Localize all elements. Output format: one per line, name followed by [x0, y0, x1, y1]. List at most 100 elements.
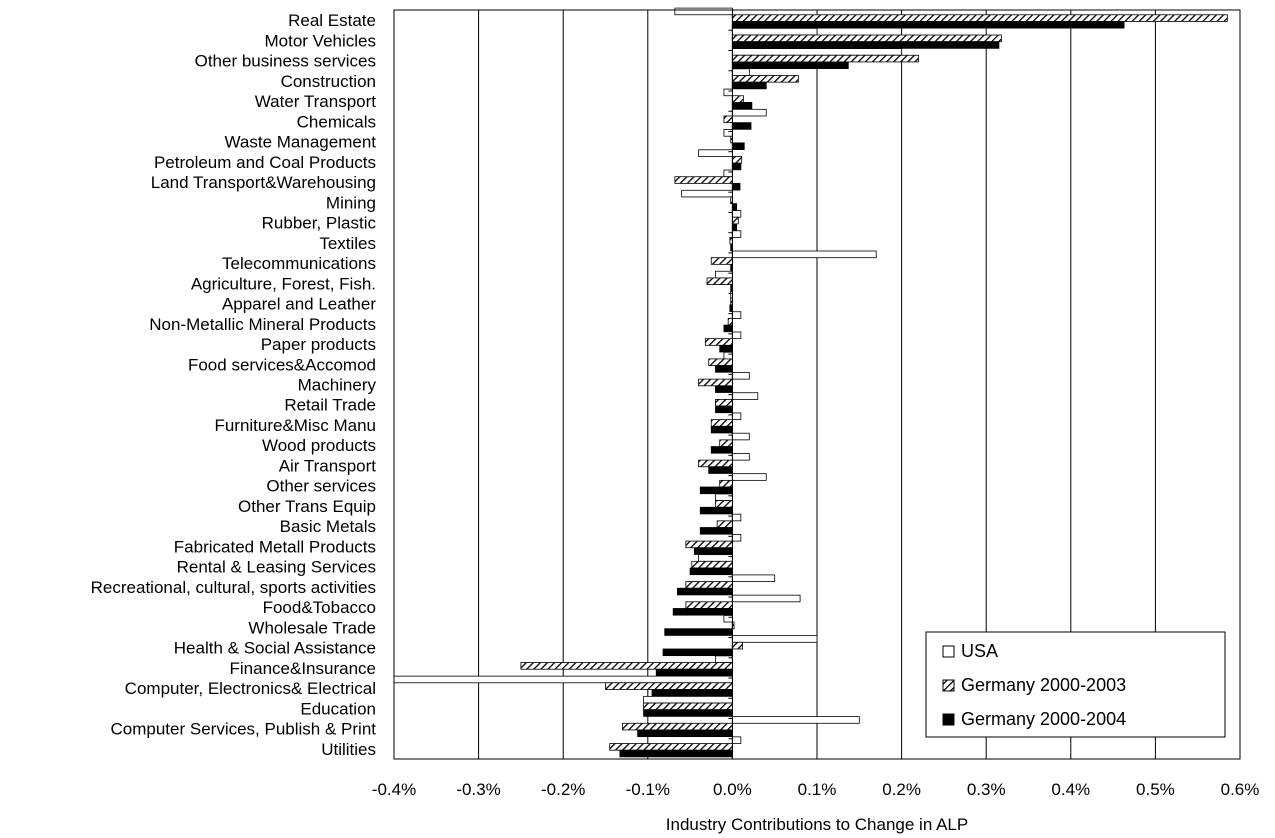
- bar-usa: [681, 189, 733, 198]
- bar-germany-2000-2004: [732, 142, 745, 150]
- bar-usa: [732, 108, 767, 117]
- bar-germany-2000-2004: [664, 628, 733, 636]
- x-tick-label: -0.1%: [626, 780, 670, 799]
- x-tick-labels: -0.4% -0.3% -0.2% -0.1% 0.0% 0.1% 0.2% 0.3% 0.4%…: [372, 780, 1260, 799]
- bar-germany-2000-2004: [732, 122, 752, 130]
- x-tick-label: 0.0%: [713, 780, 752, 799]
- bar-germany-2000-2003: [622, 722, 733, 731]
- category-label: Wood products: [262, 436, 376, 455]
- bar-usa: [732, 453, 750, 461]
- category-label: Land Transport&Warehousing: [151, 173, 376, 192]
- bar-germany-2000-2003: [732, 34, 1002, 43]
- category-label: Telecommunications: [222, 254, 376, 273]
- bar-usa: [674, 7, 733, 16]
- bar-usa: [732, 230, 742, 238]
- bar-germany-2000-2004: [715, 385, 733, 393]
- bar-germany-2000-2004: [677, 587, 733, 596]
- bar-germany-2000-2004: [699, 527, 733, 535]
- bar-usa: [643, 695, 733, 704]
- bar-germany-2000-2004: [732, 182, 741, 191]
- bar-germany-2000-2003: [643, 702, 733, 711]
- legend-label-usa: USA: [961, 641, 998, 661]
- bar-germany-2000-2003: [685, 581, 733, 589]
- x-tick-label: -0.2%: [541, 780, 585, 799]
- bar-germany-2000-2004: [715, 405, 733, 414]
- bar-germany-2000-2004: [732, 21, 1125, 29]
- bar-germany-2000-2003: [732, 95, 744, 103]
- bar-germany-2000-2003: [727, 318, 733, 326]
- bar-germany-2000-2003: [715, 500, 733, 508]
- category-label: Chemicals: [297, 112, 376, 131]
- category-label: Real Estate: [288, 11, 376, 30]
- bar-germany-2000-2004: [715, 365, 733, 373]
- bar-germany-2000-2004: [619, 749, 733, 758]
- bar-germany-2000-2004: [689, 567, 733, 576]
- bar-usa: [732, 574, 776, 582]
- bar-germany-2000-2004: [710, 425, 733, 434]
- bar-usa: [723, 88, 733, 97]
- category-label: Air Transport: [279, 456, 377, 475]
- x-tick-label: 0.2%: [882, 780, 921, 799]
- bar-germany-2000-2003: [708, 358, 733, 366]
- bar-germany-2000-2003: [732, 14, 1228, 22]
- bar-usa: [723, 351, 733, 360]
- bar-germany-2000-2004: [723, 324, 733, 333]
- x-tick-label: 0.1%: [798, 780, 837, 799]
- bar-germany-2000-2003: [605, 682, 733, 690]
- category-label: Petroleum and Coal Products: [154, 153, 376, 172]
- category-label: Education: [300, 699, 376, 718]
- category-label: Other Trans Equip: [238, 497, 376, 516]
- bar-germany-2000-2004: [693, 547, 733, 555]
- bar-usa: [732, 331, 742, 340]
- x-axis-title: Industry Contributions to Change in ALP: [666, 815, 968, 834]
- legend-swatch-germany-2004: [942, 713, 955, 726]
- bar-usa: [698, 149, 733, 157]
- bar-germany-2000-2003: [732, 641, 743, 650]
- bar-germany-2000-2004: [672, 608, 733, 616]
- category-label: Paper products: [261, 335, 376, 354]
- category-label: Machinery: [298, 376, 377, 395]
- bar-germany-2000-2004: [732, 162, 742, 171]
- bar-germany-2000-2004: [699, 506, 733, 515]
- bar-usa: [732, 432, 750, 441]
- bar-germany-2000-2003: [706, 277, 733, 285]
- category-label: Fabricated Metall Products: [174, 537, 376, 556]
- plot-frame: [393, 9, 1241, 760]
- bar-germany-2000-2003: [732, 216, 739, 225]
- x-tick-label: 0.4%: [1051, 780, 1090, 799]
- x-tick-label: -0.4%: [372, 780, 416, 799]
- category-label: Basic Metals: [280, 517, 376, 536]
- category-label: Other services: [266, 477, 376, 496]
- bar-germany-2000-2003: [674, 176, 733, 184]
- category-label: Furniture&Misc Manu: [214, 416, 376, 435]
- bar-usa: [732, 716, 860, 724]
- bar-germany-2000-2004: [732, 203, 738, 211]
- category-label: Computer, Electronics& Electrical: [125, 679, 376, 698]
- bar-usa: [393, 675, 733, 684]
- bar-germany-2000-2003: [520, 662, 733, 670]
- bar-usa: [715, 655, 733, 663]
- category-label: Utilities: [321, 740, 376, 759]
- category-label: Motor Vehicles: [265, 31, 377, 50]
- bar-germany-2000-2004: [732, 41, 1000, 49]
- bar-germany-2000-2003: [732, 75, 799, 83]
- category-label: Retail Trade: [284, 396, 376, 415]
- bar-usa: [732, 635, 818, 643]
- bar-germany-2000-2004: [699, 486, 733, 495]
- category-label: Food services&Accomod: [188, 355, 376, 374]
- category-label: Waste Management: [225, 133, 377, 152]
- bar-usa: [732, 250, 877, 259]
- bar-germany-2000-2003: [732, 156, 743, 164]
- bar-germany-2000-2003: [719, 479, 733, 488]
- category-label: Finance&Insurance: [230, 659, 376, 678]
- bar-germany-2000-2003: [710, 419, 733, 427]
- category-label: Non-Metallic Mineral Products: [149, 315, 376, 334]
- legend-swatch-germany-2003: [942, 679, 955, 692]
- category-label: Recreational, cultural, sports activitie…: [91, 578, 376, 597]
- axes: [393, 9, 1241, 760]
- bar-usa: [715, 493, 733, 502]
- category-label: Other business services: [195, 52, 376, 71]
